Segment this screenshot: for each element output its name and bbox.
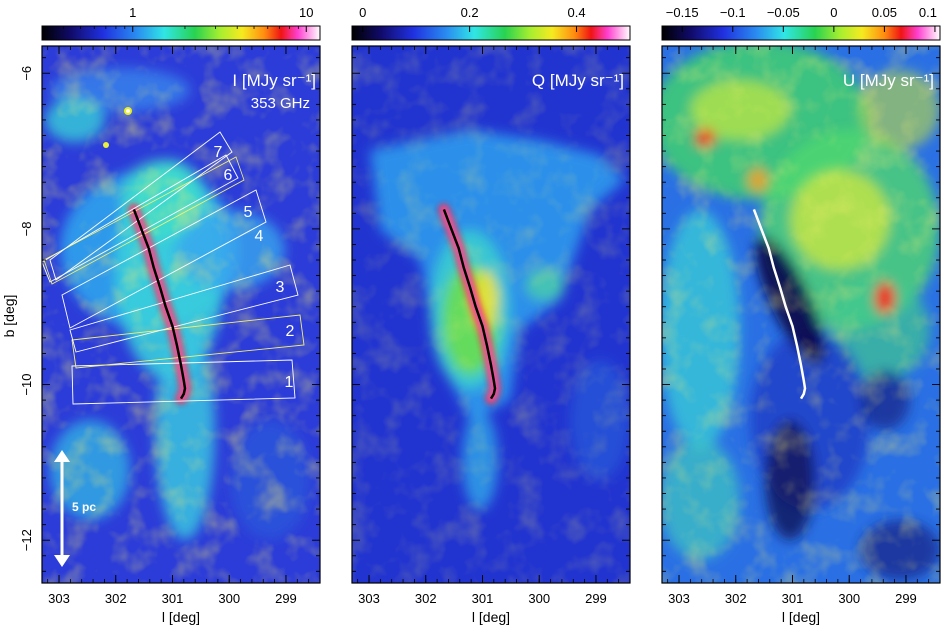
box-1 xyxy=(71,359,296,405)
box-label: 3 xyxy=(276,279,285,296)
colorbar-ticks-stokes-u: −0.15 −0.1 −0.05 0 0.05 0.1 xyxy=(666,5,937,32)
colorbar-tick-label: 0.05 xyxy=(872,5,897,20)
box-label: 7 xyxy=(214,144,223,161)
map-title-intensity: I [MJy sr⁻¹] xyxy=(232,71,316,90)
x-tick-label: 303 xyxy=(358,591,380,606)
colorbar-ticks-intensity: 1 10 xyxy=(63,5,313,32)
colorbar-ticks-stokes-q: 0 0.2 0.4 xyxy=(359,5,586,32)
x-tick-label: 300 xyxy=(838,591,860,606)
box-6 xyxy=(43,156,245,285)
panel-stokes-u: −0.15 −0.1 −0.05 0 0.05 0.1 xyxy=(661,5,941,625)
y-axis-label: b [deg] xyxy=(1,295,17,338)
box-5 xyxy=(42,154,239,283)
x-tick-label: 303 xyxy=(668,591,690,606)
axes-stokes-q: 303 302 301 300 299 xyxy=(352,46,631,606)
panel-stokes-q: 0 0.2 0.4 Q [MJy sr⁻¹] 303 302 301 300 299 l [… xyxy=(351,5,631,625)
colorbar-tick-label: −0.15 xyxy=(666,5,699,20)
colorbar-tick-label: 0.2 xyxy=(461,5,479,20)
colorbar-tick-label: 0 xyxy=(359,5,366,20)
x-tick-label: 303 xyxy=(48,591,70,606)
colorbar-tick-label: 0.1 xyxy=(919,5,937,20)
filament-spine-intensity xyxy=(132,208,187,400)
x-tick-label: 299 xyxy=(895,591,917,606)
y-tick-label: −8 xyxy=(19,221,34,236)
x-tick-label: 302 xyxy=(725,591,747,606)
x-tick-label: 300 xyxy=(528,591,550,606)
box-labels: 1 2 3 4 5 6 7 xyxy=(214,144,295,391)
box-label: 6 xyxy=(224,167,233,184)
box-label: 5 xyxy=(244,204,253,221)
x-tick-label: 299 xyxy=(275,591,297,606)
x-tick-label: 302 xyxy=(415,591,437,606)
colorbar-stokes-q xyxy=(352,26,630,40)
box-4 xyxy=(61,189,267,329)
x-tick-label: 299 xyxy=(585,591,607,606)
y-tick-label: −10 xyxy=(19,374,34,396)
axes-intensity: 303 302 301 300 299 −6 −8 −10 −12 xyxy=(19,46,321,606)
box-label: 4 xyxy=(255,228,264,245)
colorbar-tick-label: −0.05 xyxy=(767,5,800,20)
x-tick-label: 301 xyxy=(472,591,494,606)
colorbar-tick-label: 0 xyxy=(830,5,837,20)
x-axis-label: l [deg] xyxy=(782,609,820,625)
x-axis-label: l [deg] xyxy=(472,609,510,625)
scale-bar: 5 pc xyxy=(54,450,96,567)
analysis-boxes xyxy=(42,131,305,405)
box-7 xyxy=(49,131,233,281)
map-intensity: 1 2 3 4 5 6 7 5 pc I [MJy sr⁻¹] 353 GHz xyxy=(42,46,320,583)
colorbar-intensity xyxy=(42,26,320,40)
box-label: 2 xyxy=(286,323,295,340)
box-label: 1 xyxy=(285,374,294,391)
map-title-stokes-q: Q [MJy sr⁻¹] xyxy=(532,71,624,90)
x-axis-label: l [deg] xyxy=(162,609,200,625)
filament-spine-stokes-u xyxy=(752,208,807,400)
map-subtitle-frequency: 353 GHz xyxy=(251,95,310,112)
colorbar-tick-label: −0.1 xyxy=(720,5,746,20)
colorbar-tick-label: 10 xyxy=(299,5,313,20)
map-title-stokes-u: U [MJy sr⁻¹] xyxy=(843,71,934,90)
scale-bar-label: 5 pc xyxy=(72,500,96,514)
box-2 xyxy=(71,314,305,369)
colorbar-stokes-u xyxy=(662,26,940,40)
box-3 xyxy=(69,264,299,353)
panel-intensity: 1 10 xyxy=(1,5,321,625)
x-tick-label: 300 xyxy=(218,591,240,606)
axes-stokes-u: 303 302 301 300 299 xyxy=(662,46,941,606)
y-tick-label: −6 xyxy=(19,66,34,81)
y-tick-label: −12 xyxy=(19,529,34,551)
filament-spine-stokes-q xyxy=(442,208,497,400)
x-tick-label: 301 xyxy=(162,591,184,606)
colorbar-tick-label: 1 xyxy=(129,5,136,20)
colorbar-tick-label: 0.4 xyxy=(567,5,585,20)
map-stokes-q: Q [MJy sr⁻¹] xyxy=(352,46,630,583)
map-stokes-u: U [MJy sr⁻¹] xyxy=(662,46,940,583)
x-tick-label: 302 xyxy=(105,591,127,606)
x-tick-label: 301 xyxy=(782,591,804,606)
